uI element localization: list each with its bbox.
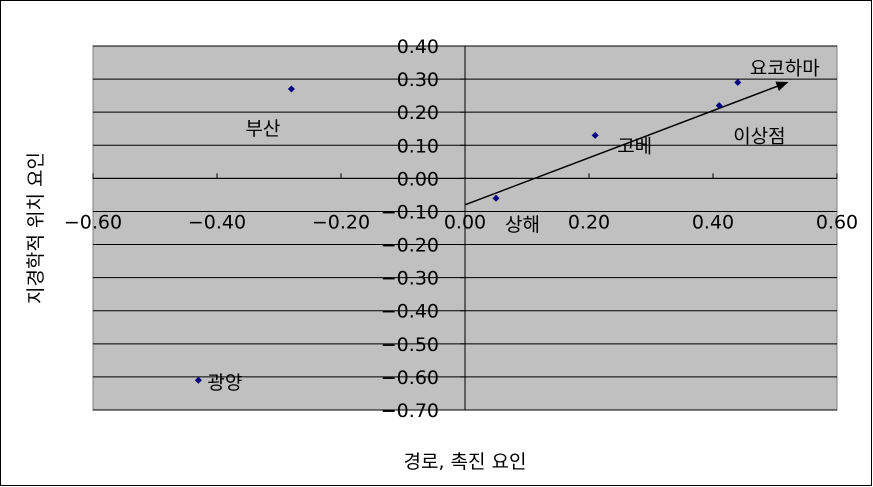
data-label-2: 광양 (207, 372, 242, 394)
axes (92, 45, 838, 411)
x-tick-label: −0.40 (188, 211, 246, 233)
y-tick-label: −0.60 (381, 367, 439, 389)
y-tick-label: −0.30 (381, 268, 439, 290)
y-tick-label: −0.10 (381, 201, 439, 223)
data-label-3: 상해 (505, 214, 540, 236)
y-axis-title: 지경학적 위치 요인 (25, 152, 47, 304)
x-tick-label: −0.20 (312, 211, 370, 233)
data-point-6 (734, 78, 742, 86)
x-tick-label: 0.00 (444, 211, 486, 233)
tick-labels: −0.60 −0.40 −0.20 0.00 0.20 0.40 0.600.400.300… (64, 36, 858, 422)
y-tick-label: −0.50 (381, 334, 439, 356)
x-tick-label: 0.20 (568, 211, 610, 233)
data-point-2 (194, 376, 202, 384)
data-label-1: 부산 (245, 118, 280, 140)
data-point-1 (287, 85, 295, 93)
y-tick-label: 0.00 (397, 168, 439, 190)
y-tick-label: 0.40 (397, 36, 439, 58)
x-tick-label: −0.60 (64, 211, 122, 233)
data-label-4: 고베 (617, 135, 652, 157)
y-tick-label: −0.40 (381, 301, 439, 323)
y-tick-label: 0.30 (397, 69, 439, 91)
data-point-5 (715, 102, 723, 110)
x-tick-label: 0.40 (692, 211, 734, 233)
trend-arrow (464, 81, 789, 206)
y-tick-label: 0.10 (397, 135, 439, 157)
y-tick-label: 0.20 (397, 102, 439, 124)
y-tick-label: −0.20 (381, 235, 439, 257)
data-label-5: 이상점 (733, 126, 785, 148)
data-label-6: 요코하마 (750, 57, 820, 79)
x-axis-title: 경로, 촉진 요인 (404, 451, 527, 473)
data-point-3 (492, 194, 500, 202)
x-tick-label: 0.60 (816, 211, 858, 233)
y-tick-label: −0.70 (381, 400, 439, 422)
trend-arrow-line (464, 81, 789, 206)
data-point-4 (591, 131, 599, 139)
